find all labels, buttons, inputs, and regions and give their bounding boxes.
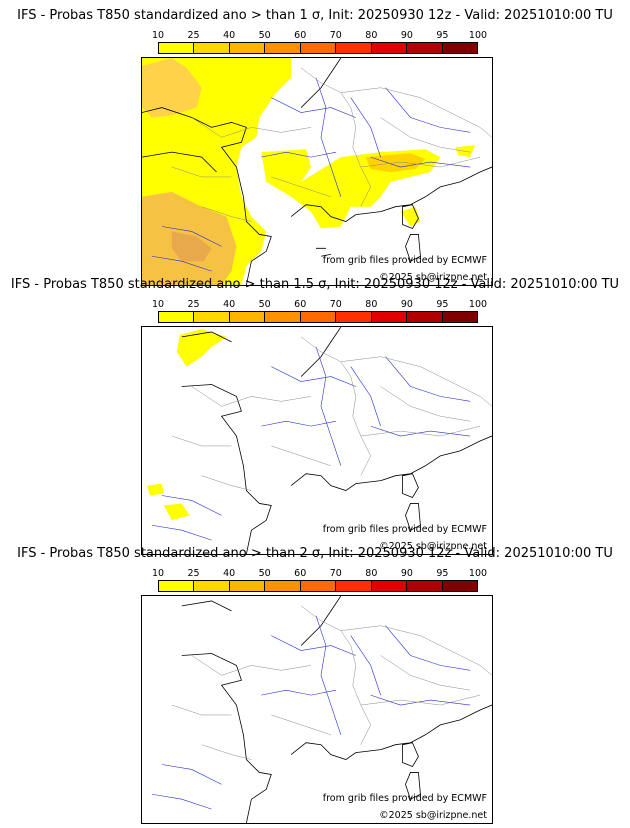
colorbar-segment bbox=[336, 581, 372, 591]
rivers bbox=[151, 77, 471, 272]
probability-map: from grib files provided by ECMWF ©2025 … bbox=[141, 326, 493, 555]
colorbar-segment bbox=[229, 43, 266, 53]
colorbar-segment bbox=[229, 312, 266, 322]
panel-title: IFS - Probas T850 standardized ano > tha… bbox=[17, 8, 613, 23]
colorbar-segment bbox=[336, 312, 372, 322]
source-credit: from grib files provided by ECMWF bbox=[322, 524, 487, 535]
colorbar-tick-label: 90 bbox=[400, 568, 413, 579]
colorbar-segment bbox=[407, 312, 443, 322]
colorbar-segment bbox=[371, 312, 408, 322]
colorbar-segment bbox=[442, 43, 477, 53]
colorbar-segment bbox=[159, 43, 195, 53]
colorbar-segment bbox=[194, 312, 230, 322]
colorbar-tick-label: 100 bbox=[468, 299, 488, 310]
colorbar-tick-label: 70 bbox=[329, 299, 342, 310]
colorbar-segment bbox=[194, 581, 230, 591]
colorbar-segment bbox=[407, 43, 443, 53]
borders bbox=[171, 336, 492, 491]
prob-area-iberia-b bbox=[163, 503, 190, 521]
colorbar-tick-label: 50 bbox=[258, 568, 271, 579]
rivers bbox=[151, 615, 471, 810]
colorbar-tick-label: 100 bbox=[468, 568, 488, 579]
colorbar-segment bbox=[371, 581, 408, 591]
colorbar-tick-label: 40 bbox=[223, 568, 236, 579]
coastline bbox=[181, 327, 492, 554]
colorbar-segment bbox=[407, 581, 443, 591]
colorbar-tick-label: 95 bbox=[436, 30, 449, 41]
colorbar-tick-label: 95 bbox=[436, 568, 449, 579]
coastline bbox=[181, 596, 492, 823]
prob-area-iberia-40 bbox=[171, 231, 212, 262]
colorbar-segment bbox=[300, 43, 337, 53]
coastline bbox=[142, 58, 492, 285]
colorbar-tick-label: 25 bbox=[187, 299, 200, 310]
colorbar-tick-label: 60 bbox=[294, 299, 307, 310]
colorbar-tick-label: 60 bbox=[294, 568, 307, 579]
colorbar-ticks: 10 25 40 50 60 70 80 90 95 100 bbox=[152, 30, 487, 42]
colorbar-tick-label: 90 bbox=[400, 299, 413, 310]
colorbar-ticks: 10 25 40 50 60 70 80 90 95 100 bbox=[152, 568, 487, 580]
colorbar-segment bbox=[265, 312, 301, 322]
probability-map: from grib files provided by ECMWF ©2025 … bbox=[141, 595, 493, 824]
colorbar-segment bbox=[300, 312, 337, 322]
colorbar-tick-label: 100 bbox=[468, 30, 488, 41]
colorbar-tick-label: 90 bbox=[400, 30, 413, 41]
colorbar-tick-label: 10 bbox=[151, 30, 165, 41]
colorbar-segment bbox=[300, 581, 337, 591]
colorbar-tick-label: 95 bbox=[436, 299, 449, 310]
colorbar-tick-label: 10 bbox=[151, 568, 165, 579]
borders bbox=[171, 605, 492, 760]
colorbar-segment bbox=[194, 43, 230, 53]
borders bbox=[171, 67, 492, 222]
map-panel-2: IFS - Probas T850 standardized ano > tha… bbox=[0, 277, 630, 555]
colorbar-segment bbox=[159, 581, 195, 591]
source-credit: from grib files provided by ECMWF bbox=[322, 255, 487, 266]
colorbar-tick-label: 40 bbox=[223, 299, 236, 310]
colorbar-tick-label: 80 bbox=[365, 30, 378, 41]
colorbar-tick-label: 80 bbox=[365, 299, 378, 310]
colorbar-tick-label: 50 bbox=[258, 30, 271, 41]
colorbar-segment bbox=[265, 581, 301, 591]
colorbar-segment bbox=[442, 312, 477, 322]
colorbar-tick-label: 50 bbox=[258, 299, 271, 310]
colorbar-segment bbox=[442, 581, 477, 591]
copyright-credit: ©2025 sb@irizpne.net bbox=[379, 810, 487, 821]
copyright-credit: ©2025 sb@irizpne.net bbox=[379, 272, 487, 283]
colorbar-segment bbox=[229, 581, 266, 591]
prob-area-west-25 bbox=[142, 58, 202, 118]
panel-title: IFS - Probas T850 standardized ano > tha… bbox=[10, 277, 620, 292]
colorbar-segment bbox=[265, 43, 301, 53]
panel-title: IFS - Probas T850 standardized ano > tha… bbox=[17, 546, 613, 561]
colorbar-tick-label: 40 bbox=[223, 30, 236, 41]
colorbar-tick-label: 25 bbox=[187, 30, 200, 41]
colorbar-ticks: 10 25 40 50 60 70 80 90 95 100 bbox=[152, 299, 487, 311]
colorbar-segment bbox=[371, 43, 408, 53]
colorbar-tick-label: 70 bbox=[329, 568, 342, 579]
source-credit: from grib files provided by ECMWF bbox=[322, 793, 487, 804]
colorbar-tick-label: 25 bbox=[187, 568, 200, 579]
colorbar bbox=[158, 42, 478, 54]
map-panel-1: IFS - Probas T850 standardized ano > tha… bbox=[0, 8, 630, 286]
colorbar-tick-label: 80 bbox=[365, 568, 378, 579]
colorbar-tick-label: 10 bbox=[151, 299, 165, 310]
rivers bbox=[151, 346, 471, 541]
colorbar-segment bbox=[159, 312, 195, 322]
prob-area-iberia-a bbox=[146, 483, 164, 496]
copyright-credit: ©2025 sb@irizpne.net bbox=[379, 541, 487, 552]
colorbar-segment bbox=[336, 43, 372, 53]
map-panel-3: IFS - Probas T850 standardized ano > tha… bbox=[0, 546, 630, 824]
colorbar-tick-label: 70 bbox=[329, 30, 342, 41]
probability-map: from grib files provided by ECMWF ©2025 … bbox=[141, 57, 493, 286]
prob-area-uk bbox=[176, 328, 227, 367]
colorbar bbox=[158, 311, 478, 323]
colorbar bbox=[158, 580, 478, 592]
colorbar-tick-label: 60 bbox=[294, 30, 307, 41]
